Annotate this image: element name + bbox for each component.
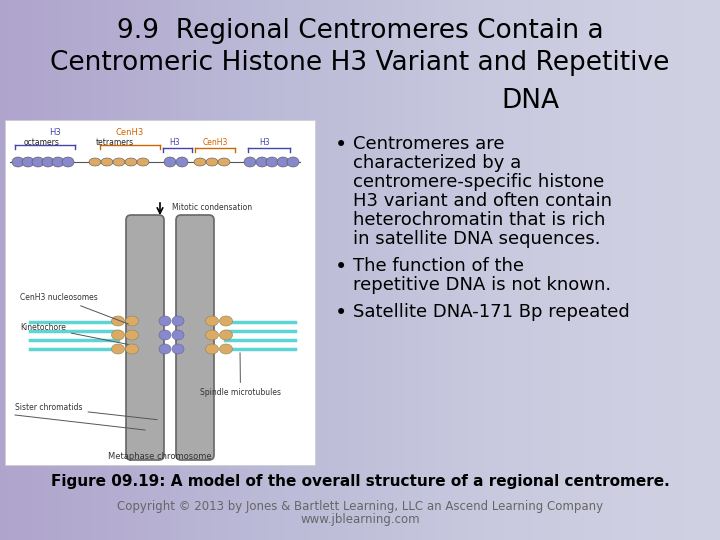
Ellipse shape	[125, 158, 137, 166]
Text: H3: H3	[260, 138, 270, 147]
Ellipse shape	[205, 316, 218, 326]
Ellipse shape	[266, 157, 278, 167]
Ellipse shape	[62, 157, 74, 167]
Ellipse shape	[220, 316, 233, 326]
Text: Mitotic condensation: Mitotic condensation	[172, 204, 252, 213]
FancyBboxPatch shape	[176, 215, 214, 460]
Text: DNA: DNA	[501, 88, 559, 114]
Text: •: •	[335, 303, 347, 323]
Ellipse shape	[112, 316, 125, 326]
Text: The function of the: The function of the	[353, 257, 524, 275]
Ellipse shape	[172, 316, 184, 326]
Ellipse shape	[101, 158, 113, 166]
Text: 9.9  Regional Centromeres Contain a: 9.9 Regional Centromeres Contain a	[117, 18, 603, 44]
Ellipse shape	[52, 157, 64, 167]
Ellipse shape	[205, 330, 218, 340]
Text: tetramers: tetramers	[96, 138, 134, 147]
Ellipse shape	[159, 330, 171, 340]
Ellipse shape	[287, 157, 299, 167]
Ellipse shape	[113, 158, 125, 166]
Text: Metaphase chromosome: Metaphase chromosome	[108, 452, 212, 461]
FancyBboxPatch shape	[126, 215, 164, 460]
Ellipse shape	[256, 157, 268, 167]
Ellipse shape	[172, 344, 184, 354]
Text: Figure 09.19: A model of the overall structure of a regional centromere.: Figure 09.19: A model of the overall str…	[50, 474, 670, 489]
Text: •: •	[335, 135, 347, 155]
Ellipse shape	[176, 157, 188, 167]
Ellipse shape	[32, 157, 44, 167]
Text: in satellite DNA sequences.: in satellite DNA sequences.	[353, 230, 600, 248]
Text: Centromeric Histone H3 Variant and Repetitive: Centromeric Histone H3 Variant and Repet…	[50, 50, 670, 76]
Ellipse shape	[112, 330, 125, 340]
Ellipse shape	[220, 330, 233, 340]
Text: Sister chromatids: Sister chromatids	[15, 403, 157, 420]
Text: CenH3: CenH3	[116, 128, 144, 137]
Ellipse shape	[159, 344, 171, 354]
Text: Satellite DNA-171 Bp repeated: Satellite DNA-171 Bp repeated	[353, 303, 630, 321]
Ellipse shape	[125, 344, 138, 354]
Ellipse shape	[137, 158, 149, 166]
Text: octamers: octamers	[24, 138, 60, 147]
Ellipse shape	[89, 158, 101, 166]
Ellipse shape	[164, 157, 176, 167]
Ellipse shape	[244, 157, 256, 167]
Bar	[5, 120, 315, 465]
Ellipse shape	[277, 157, 289, 167]
Ellipse shape	[205, 344, 218, 354]
Text: heterochromatin that is rich: heterochromatin that is rich	[353, 211, 606, 229]
Text: centromere-specific histone: centromere-specific histone	[353, 173, 604, 191]
Ellipse shape	[22, 157, 34, 167]
Ellipse shape	[112, 344, 125, 354]
Ellipse shape	[206, 158, 218, 166]
Ellipse shape	[125, 316, 138, 326]
Ellipse shape	[194, 158, 206, 166]
Text: www.jblearning.com: www.jblearning.com	[300, 513, 420, 526]
Ellipse shape	[12, 157, 24, 167]
Text: Copyright © 2013 by Jones & Bartlett Learning, LLC an Ascend Learning Company: Copyright © 2013 by Jones & Bartlett Lea…	[117, 500, 603, 513]
Ellipse shape	[125, 330, 138, 340]
Ellipse shape	[42, 157, 54, 167]
Text: H3: H3	[170, 138, 180, 147]
Text: •: •	[335, 257, 347, 277]
Text: Spindle microtubules: Spindle microtubules	[200, 353, 281, 397]
Text: H3: H3	[49, 128, 61, 137]
Ellipse shape	[218, 158, 230, 166]
Ellipse shape	[220, 344, 233, 354]
Text: repetitive DNA is not known.: repetitive DNA is not known.	[353, 276, 611, 294]
Text: Centromeres are: Centromeres are	[353, 135, 505, 153]
Text: characterized by a: characterized by a	[353, 154, 521, 172]
Text: H3 variant and often contain: H3 variant and often contain	[353, 192, 612, 210]
Text: Kinetochore: Kinetochore	[20, 323, 128, 345]
Text: CenH3 nucleosomes: CenH3 nucleosomes	[20, 293, 128, 324]
Text: CenH3: CenH3	[202, 138, 228, 147]
Ellipse shape	[172, 330, 184, 340]
Ellipse shape	[159, 316, 171, 326]
